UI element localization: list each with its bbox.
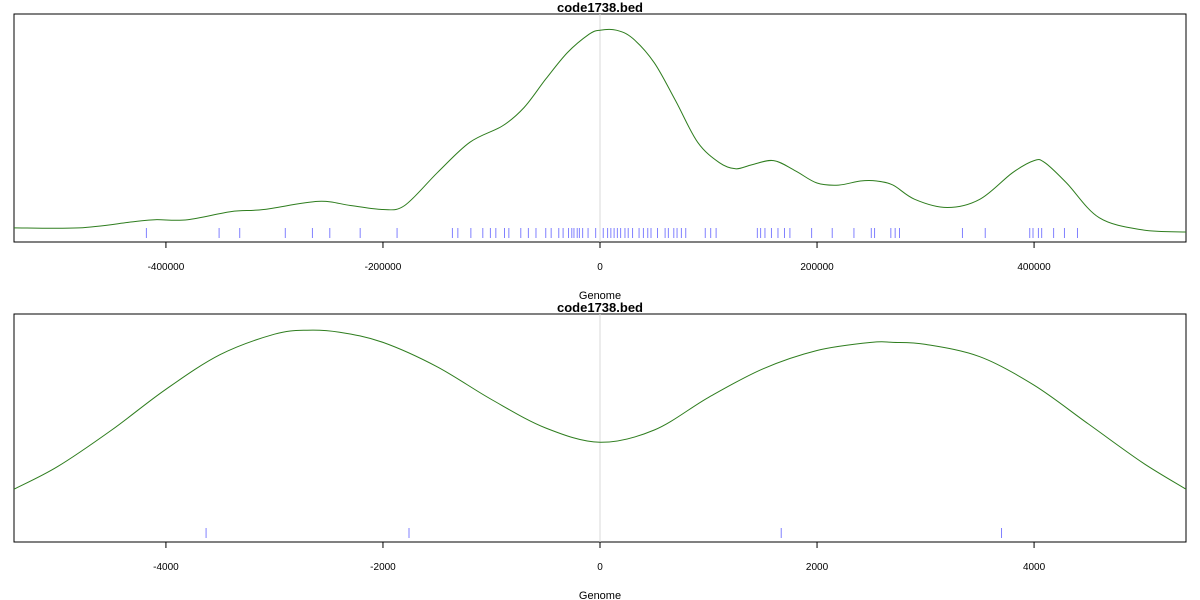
x-tick-label: -200000 — [365, 262, 402, 273]
density-curve — [13, 28, 1187, 233]
x-tick-label: -400000 — [148, 262, 185, 273]
x-tick-label: -2000 — [370, 562, 396, 573]
x-axis: -400000 -200000 0 200000 400000 — [148, 242, 1051, 273]
density-panel-top: -400000 -200000 0 200000 400000 code1738.bed… — [13, 0, 1187, 302]
x-tick-label: 200000 — [800, 262, 834, 273]
x-tick-label: 400000 — [1017, 262, 1051, 273]
x-tick-label: 2000 — [806, 562, 829, 573]
x-tick-label: 0 — [597, 262, 603, 273]
density-panel-bottom: -4000 -2000 0 2000 4000 code1738.bed Genome — [13, 300, 1187, 600]
x-axis-label: Genome — [579, 590, 621, 600]
density-curve — [13, 329, 1187, 490]
feature-rug — [205, 528, 1003, 538]
x-tick-label: 0 — [597, 562, 603, 573]
feature-rug — [145, 228, 1078, 238]
chart-title: code1738.bed — [557, 300, 643, 315]
chart-title: code1738.bed — [557, 0, 643, 15]
x-tick-label: 4000 — [1023, 562, 1046, 573]
x-axis: -4000 -2000 0 2000 4000 — [153, 542, 1046, 573]
x-axis-label: Genome — [579, 290, 621, 302]
x-tick-label: -4000 — [153, 562, 179, 573]
